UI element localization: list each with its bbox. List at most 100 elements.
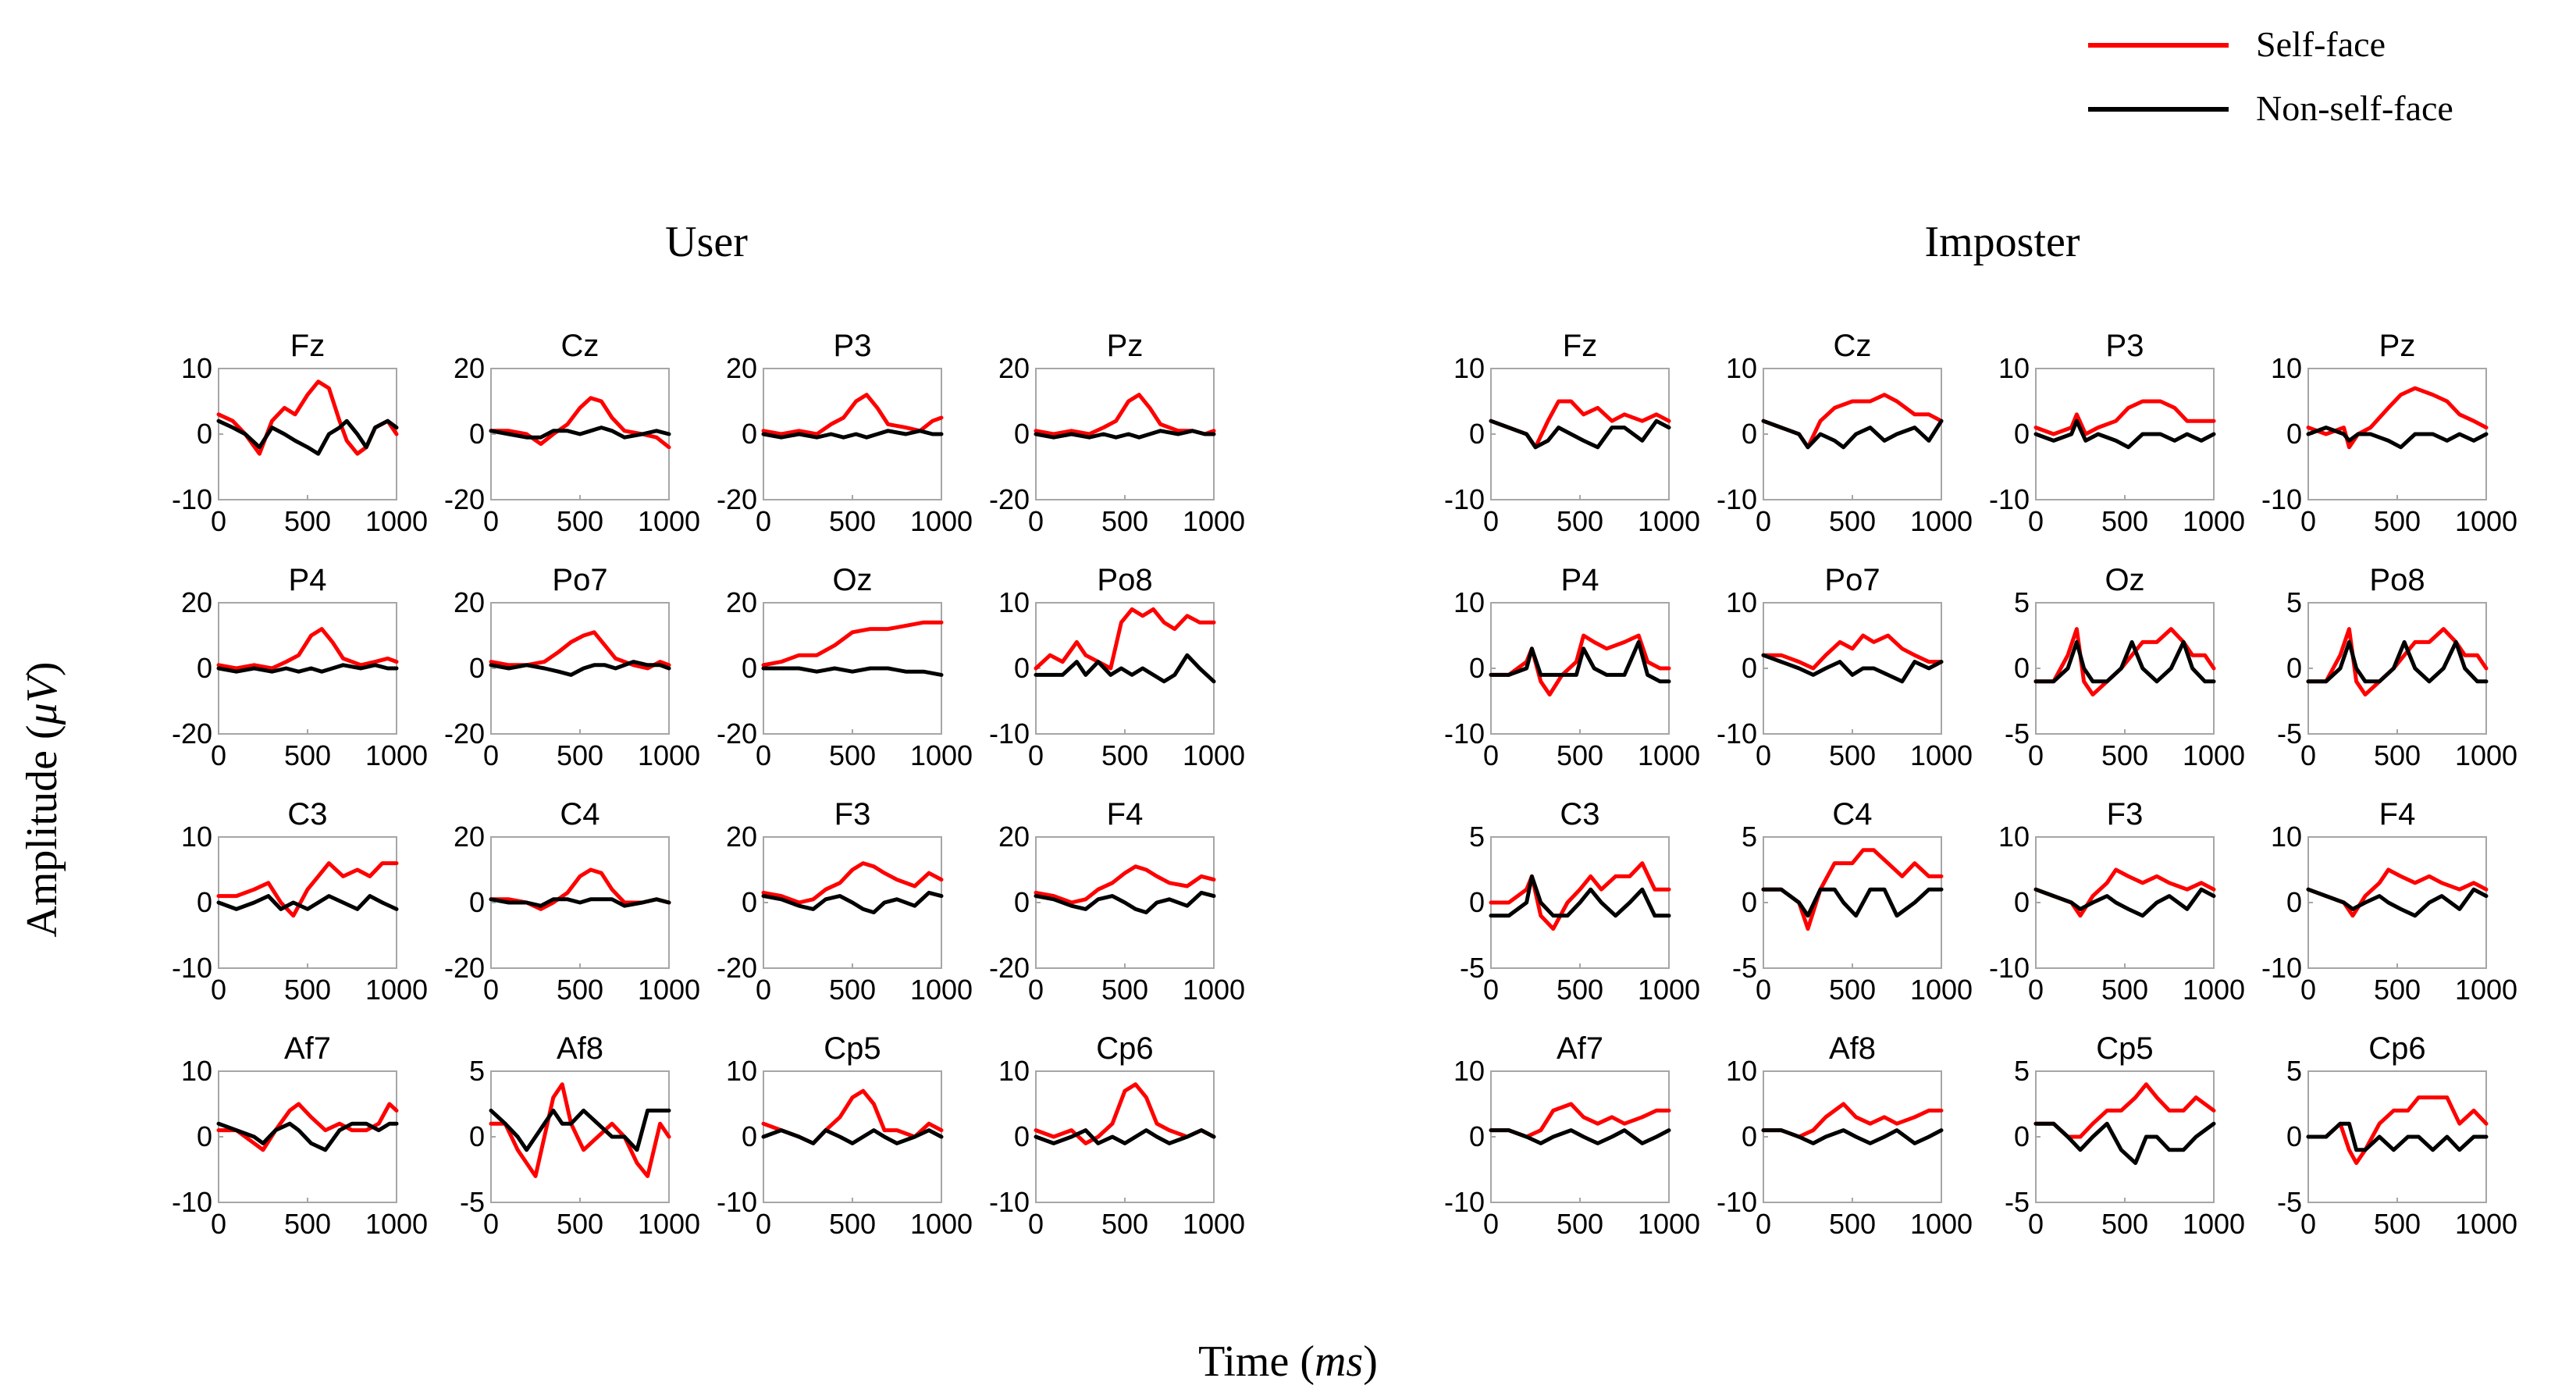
x-tick-label: 500 [284,505,331,537]
x-tick-label: 0 [211,505,226,537]
y-tick-label: 10 [998,586,1030,618]
y-tick-label: 0 [197,886,212,918]
x-tick-label: 0 [2028,505,2044,537]
plot-frame [2307,1070,2487,1203]
y-tick-label: 0 [2014,652,2030,684]
non-self-face-line [1761,653,1944,684]
x-tick-label: 500 [557,974,603,1006]
non-self-face-line [216,894,399,911]
y-tick-label: -10 [1444,718,1485,750]
panel-title: P3 [834,329,872,363]
panel-title: Po7 [1824,563,1880,597]
x-tick-label: 500 [2101,505,2148,537]
y-tick-label: 10 [1453,1055,1485,1087]
y-tick-label: -5 [2005,718,2030,750]
panel-title: P4 [1561,563,1599,597]
self-face-line [216,861,399,918]
panel-title: Af7 [1557,1031,1603,1066]
y-tick-label: -10 [989,718,1030,750]
plot-frame [1490,368,1670,500]
self-face-line [1034,1082,1216,1145]
y-tick-label: 20 [998,821,1030,853]
y-tick-label: 0 [2014,886,2030,918]
non-self-face-line [1034,429,1216,440]
y-tick-label: 0 [2286,1120,2302,1152]
panel-title: Af8 [557,1031,603,1066]
panel-title: Cp5 [2096,1031,2153,1066]
y-tick-label: -10 [717,1186,757,1218]
x-tick-label: 0 [756,739,771,771]
self-face-line [489,396,671,450]
non-self-face-line [489,897,671,908]
plot-frame [1763,368,1942,500]
plot-frame [2035,836,2215,969]
non-self-face-line [489,1108,671,1152]
y-tick-label: -20 [172,718,212,750]
x-tick-label: 500 [1101,505,1148,537]
legend-label-non-self-face: Non-self-face [2256,88,2453,128]
x-tick-label: 500 [2374,505,2421,537]
y-tick-label: 0 [197,652,212,684]
self-face-line [216,627,399,671]
panel-title: Oz [2105,563,2144,597]
y-tick-label: 0 [2014,418,2030,450]
y-tick-label: 10 [1726,352,1757,384]
x-tick-label: 500 [2101,1208,2148,1240]
x-tick-label: 0 [211,1208,226,1240]
x-tick-label: 0 [2028,1208,2044,1240]
y-tick-label: -10 [1717,1186,1757,1218]
y-tick-label: -20 [444,718,485,750]
non-self-face-line [761,666,944,677]
x-tick-label: 1000 [2455,505,2517,537]
non-self-face-line [1034,1128,1216,1145]
x-tick-label: 500 [1557,974,1603,1006]
x-tick-label: 1000 [1183,739,1245,771]
non-self-face-line [1761,1128,1944,1145]
panel-title: Af7 [284,1031,331,1066]
self-face-line [2306,627,2489,697]
x-tick-label: 0 [483,974,499,1006]
panel-title: P3 [2106,329,2144,363]
y-tick-label: 0 [742,1120,757,1152]
panel-title: F3 [2107,797,2144,832]
x-tick-label: 500 [1829,505,1876,537]
x-tick-label: 1000 [1183,974,1245,1006]
x-tick-label: 0 [1756,505,1771,537]
x-tick-label: 500 [1829,974,1876,1006]
x-tick-label: 0 [2028,974,2044,1006]
x-tick-label: 500 [829,505,876,537]
x-tick-label: 500 [1101,1208,1148,1240]
y-tick-label: 10 [2271,821,2302,853]
y-tick-label: 0 [197,418,212,450]
y-tick-label: -10 [1717,483,1757,515]
y-tick-label: -5 [460,1186,485,1218]
non-self-face-line [2306,887,2489,918]
self-face-line [761,620,944,668]
x-tick-label: 1000 [2455,739,2517,771]
x-tick-label: 500 [1557,1208,1603,1240]
x-tick-label: 1000 [1910,1208,1973,1240]
y-tick-label: 0 [1014,652,1030,684]
non-self-face-line [2033,887,2216,918]
self-face-line [2306,1095,2489,1166]
y-tick-label: 0 [1014,886,1030,918]
x-tick-label: 0 [1483,505,1499,537]
x-tick-label: 1000 [1638,739,1700,771]
y-tick-label: 0 [1742,652,1757,684]
y-tick-label: 0 [2286,652,2302,684]
panel-imposter-c3: C30 500 1000-505 [1460,797,1700,1006]
panel-title: C4 [1832,797,1872,832]
x-tick-label: 1000 [1910,505,1973,537]
x-tick-label: 0 [2300,1208,2316,1240]
x-tick-label: 500 [2374,1208,2421,1240]
self-face-line [1034,607,1216,671]
y-tick-label: -20 [989,952,1030,984]
x-tick-label: 1000 [910,739,973,771]
